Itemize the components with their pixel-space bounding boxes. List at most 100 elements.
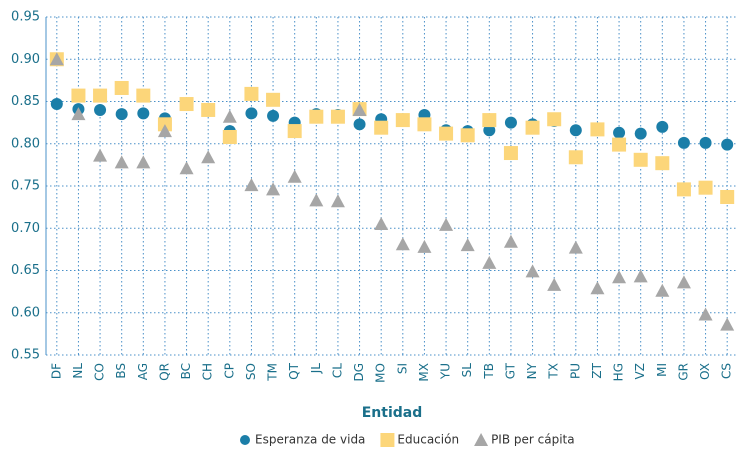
point xyxy=(720,317,735,331)
point xyxy=(309,109,324,124)
point xyxy=(374,120,389,135)
point xyxy=(612,137,627,152)
y-tick-label: 0.60 xyxy=(11,305,40,320)
point xyxy=(590,281,605,295)
legend-marker xyxy=(380,433,395,447)
x-tick-label: SL xyxy=(460,363,474,378)
point xyxy=(417,239,432,253)
point xyxy=(439,126,454,141)
x-tick-label: JL xyxy=(309,363,323,375)
x-tick-label: MO xyxy=(374,363,388,383)
point xyxy=(677,136,690,149)
x-tick-label: CO xyxy=(93,363,107,381)
point xyxy=(676,275,691,289)
x-tick-label: QR xyxy=(157,363,171,381)
x-tick-label: ZT xyxy=(590,362,604,378)
point xyxy=(222,109,237,123)
point xyxy=(137,107,150,120)
x-tick-label: AG xyxy=(136,363,150,380)
x-tick-label: OX xyxy=(698,363,712,380)
point xyxy=(460,238,475,252)
point xyxy=(114,155,129,169)
x-tick-label: SO xyxy=(244,363,258,380)
x-tick-label: CS xyxy=(720,363,734,379)
y-tick-label: 0.75 xyxy=(11,179,40,194)
point xyxy=(115,108,128,121)
point xyxy=(568,150,583,165)
x-axis-title: Entidad xyxy=(362,405,423,421)
point xyxy=(547,112,562,127)
x-tick-label: GR xyxy=(676,363,690,381)
legend-label: Educación xyxy=(397,433,459,447)
x-tick-label: GT xyxy=(503,362,517,379)
point xyxy=(634,127,647,140)
x-tick-label: BS xyxy=(114,363,128,379)
point xyxy=(244,178,259,192)
point xyxy=(633,269,648,283)
point xyxy=(136,88,151,103)
point xyxy=(50,98,63,111)
point xyxy=(655,283,670,297)
x-tick-label: HG xyxy=(612,363,626,381)
legend-marker xyxy=(474,433,489,446)
point xyxy=(699,136,712,149)
x-tick-label: DF xyxy=(49,363,63,379)
x-tick-label: QT xyxy=(287,362,301,379)
point xyxy=(525,264,540,278)
point xyxy=(721,138,734,151)
point xyxy=(353,118,366,131)
y-tick-label: 0.80 xyxy=(11,136,40,151)
x-tick-label: CP xyxy=(222,363,236,379)
point xyxy=(568,240,583,254)
point xyxy=(157,124,172,138)
point xyxy=(201,150,216,164)
y-tick-label: 0.95 xyxy=(11,10,40,25)
point xyxy=(93,88,108,103)
x-tick-label: TM xyxy=(266,363,280,382)
point xyxy=(612,270,627,284)
x-tick-label: PU xyxy=(568,363,582,379)
point xyxy=(656,120,669,133)
point xyxy=(483,124,496,137)
legend-label: PIB per cápita xyxy=(491,433,575,447)
x-tick-label: NY xyxy=(525,362,539,379)
x-tick-label: YU xyxy=(439,363,453,380)
point xyxy=(94,103,107,116)
point xyxy=(503,234,518,248)
x-tick-label: TX xyxy=(547,363,561,380)
x-tick-label: MI xyxy=(655,363,669,377)
legend-label: Esperanza de vida xyxy=(255,433,365,447)
point xyxy=(330,194,345,208)
point xyxy=(395,237,410,251)
x-tick-label: CL xyxy=(330,363,344,378)
point xyxy=(417,117,432,132)
x-tick-label: DG xyxy=(352,363,366,382)
point xyxy=(179,97,194,112)
point xyxy=(482,255,497,269)
point xyxy=(525,120,540,135)
point xyxy=(503,146,518,161)
point xyxy=(49,52,64,66)
point xyxy=(460,128,475,143)
point xyxy=(482,113,497,128)
y-tick-label: 0.65 xyxy=(11,263,40,278)
point xyxy=(267,109,280,122)
point xyxy=(330,109,345,124)
point xyxy=(222,129,237,144)
point xyxy=(71,107,86,121)
legend-marker xyxy=(240,435,250,445)
point xyxy=(266,92,281,107)
y-tick-label: 0.55 xyxy=(11,348,40,363)
point xyxy=(287,169,302,183)
point xyxy=(136,155,151,169)
x-tick-label: SI xyxy=(395,363,409,374)
point xyxy=(93,148,108,162)
point xyxy=(698,180,713,195)
point xyxy=(569,124,582,137)
point xyxy=(395,113,410,128)
point xyxy=(720,189,735,204)
point xyxy=(374,217,389,231)
point xyxy=(245,107,258,120)
point xyxy=(590,122,605,137)
